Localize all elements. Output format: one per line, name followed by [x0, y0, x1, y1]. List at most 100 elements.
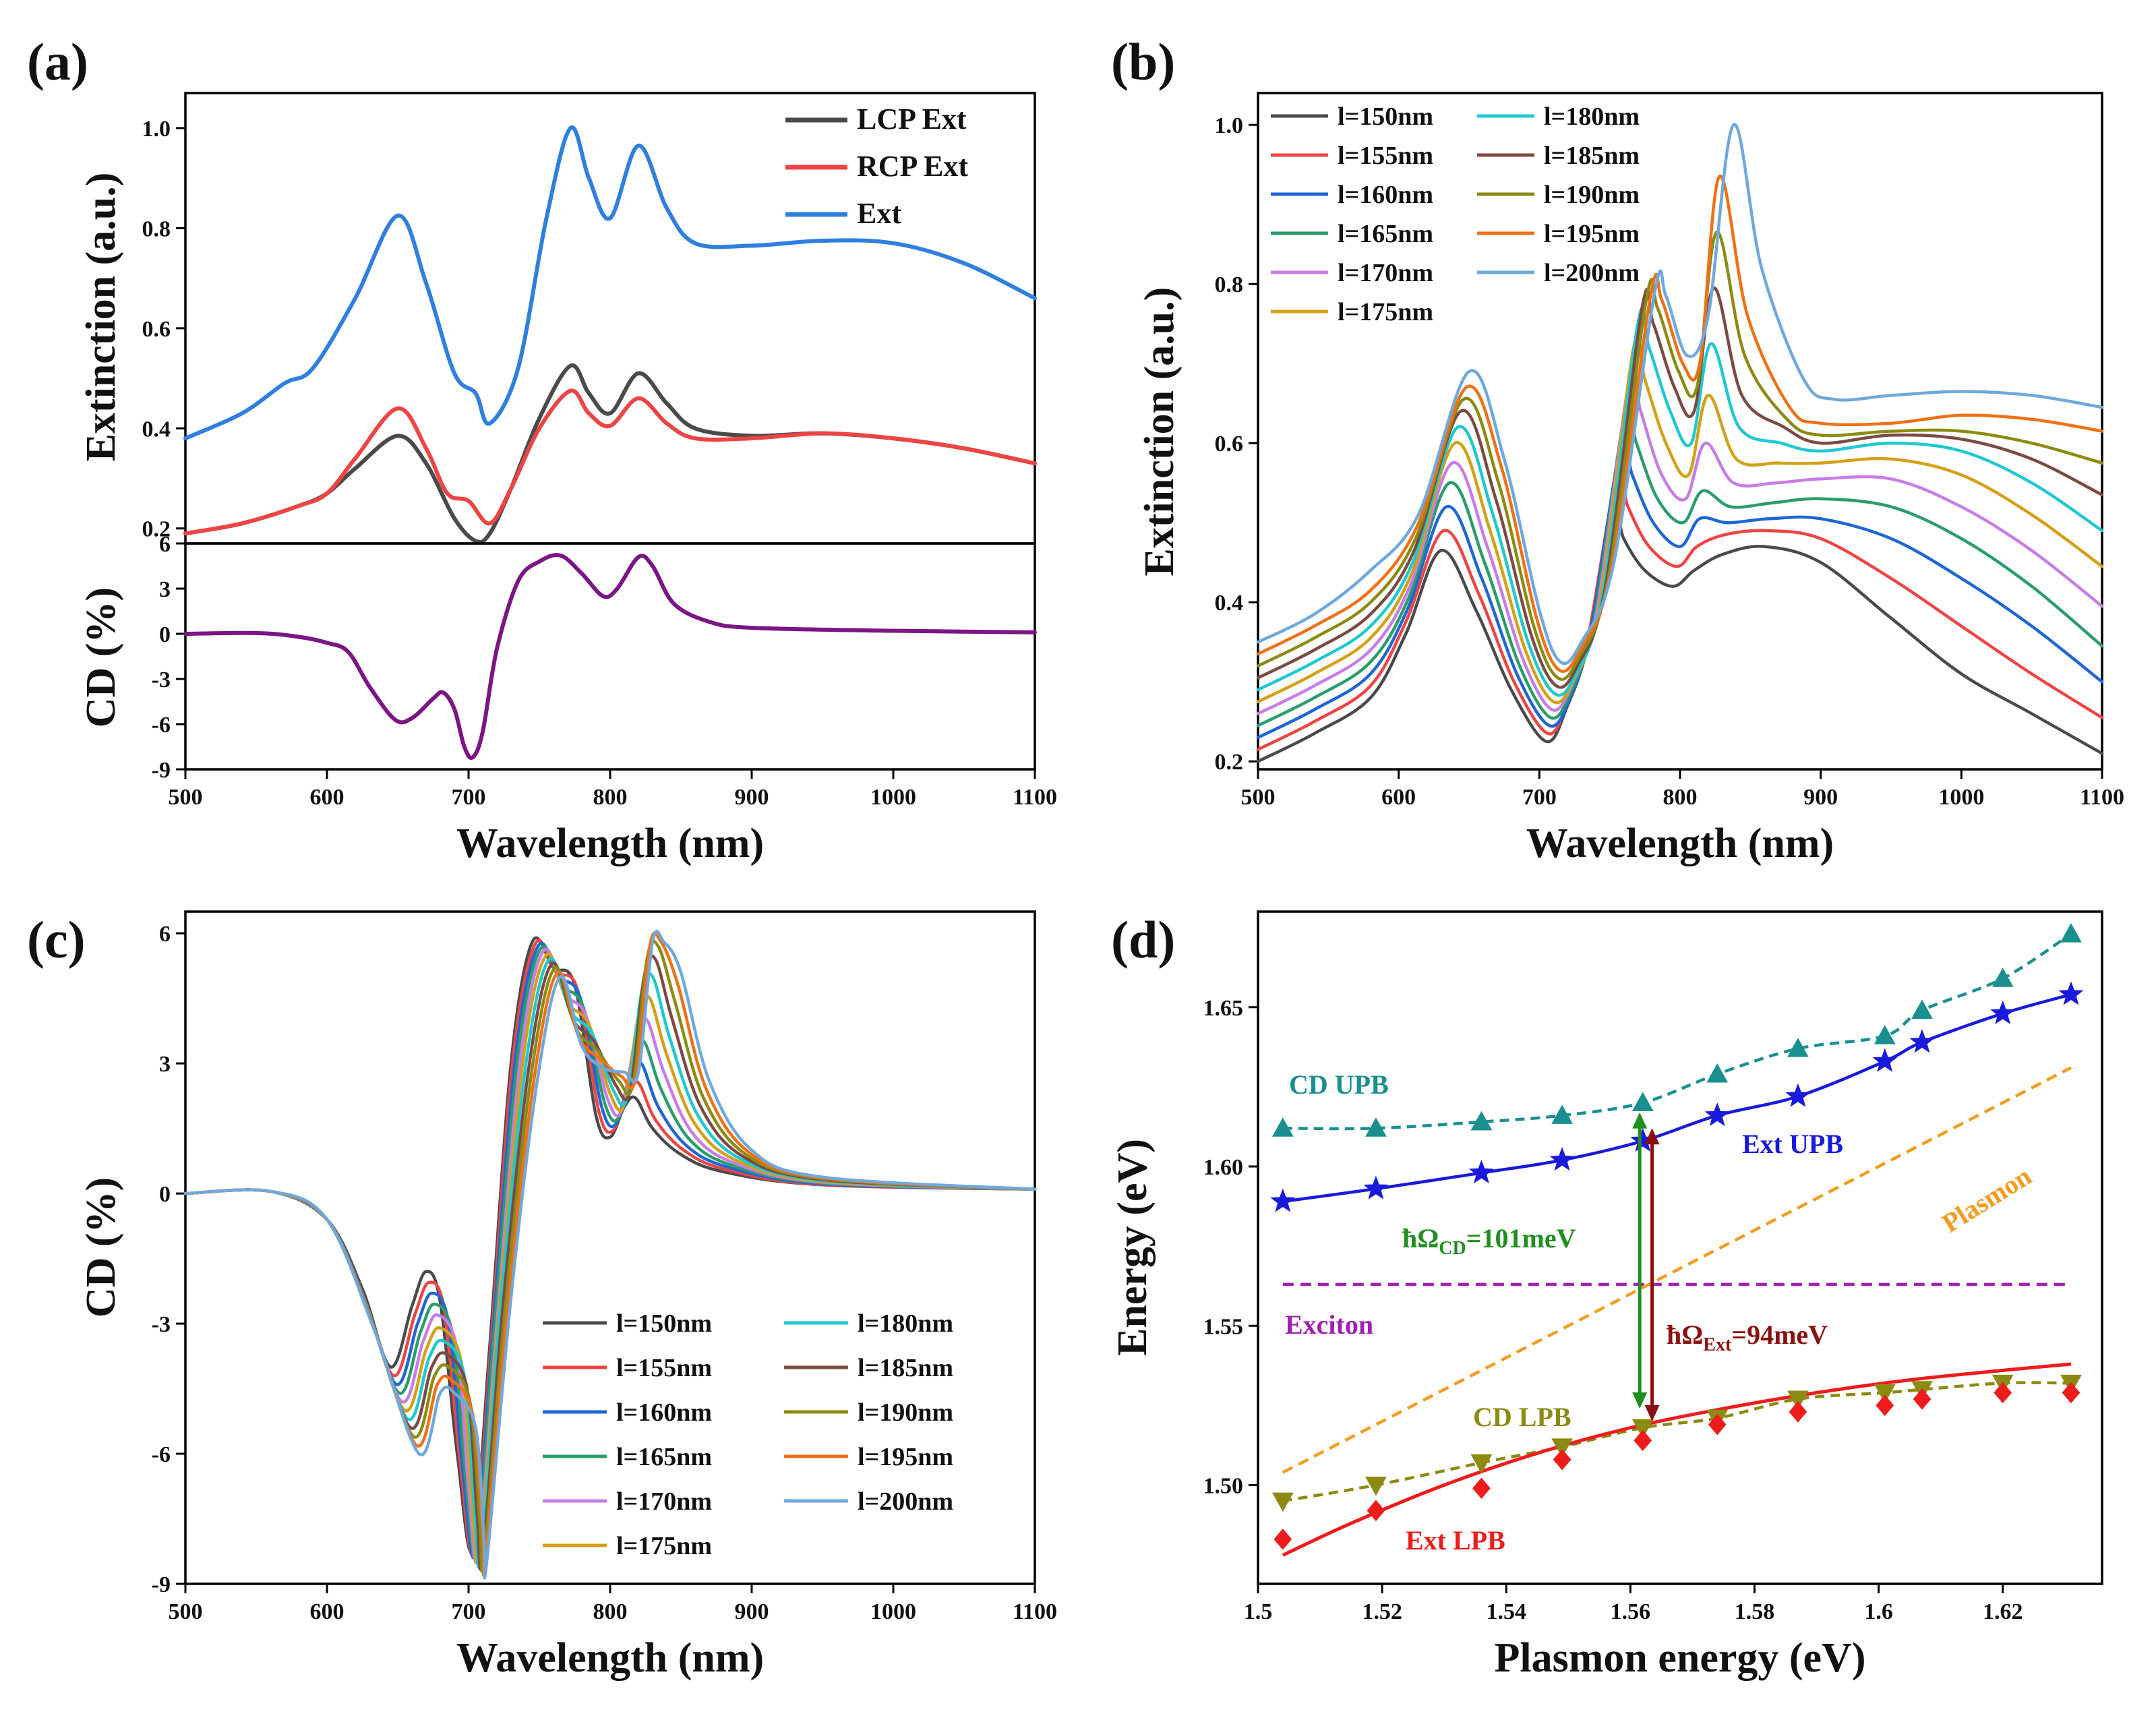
- x-tick-label: 1100: [2080, 785, 2124, 810]
- y-tick-label: 0.2: [142, 517, 171, 542]
- marker-ext-upb: [1990, 1000, 2016, 1024]
- x-tick-label: 1.58: [1735, 1599, 1775, 1624]
- legend-label: l=200nm: [858, 1487, 953, 1516]
- x-tick-label: 700: [1522, 785, 1557, 810]
- y-tick-label: 1.55: [1203, 1314, 1244, 1339]
- legend-label: l=160nm: [616, 1398, 712, 1427]
- marker-ext-lpb: [1274, 1529, 1292, 1550]
- x-axis-title: Wavelength (nm): [1526, 821, 1834, 866]
- x-tick-label: 800: [593, 1599, 628, 1624]
- legend: l=150nm l=155nm l=160nm l=165nm l=170nm l=175…: [543, 1309, 953, 1560]
- y-tick-label: 0.4: [142, 417, 171, 442]
- marker-cd-upb: [1365, 1117, 1387, 1137]
- marker-ext-lpb: [1367, 1500, 1385, 1522]
- legend-label: l=170nm: [1338, 259, 1433, 287]
- y-tick-label: 1.60: [1203, 1155, 1244, 1180]
- legend-label: l=155nm: [616, 1354, 712, 1382]
- x-tick-label: 1.56: [1611, 1599, 1651, 1624]
- y-tick-label: 0: [159, 622, 171, 647]
- legend-label: l=155nm: [1338, 142, 1433, 170]
- rabi-cd-arrow-head-up: [1632, 1112, 1648, 1129]
- x-tick-label: 1000: [870, 1599, 916, 1624]
- legend-label: l=180nm: [858, 1309, 953, 1338]
- marker-ext-upb: [1909, 1029, 1935, 1053]
- marker-cd-lpb: [1787, 1390, 1809, 1410]
- marker-cd-lpb: [1365, 1477, 1387, 1496]
- panel-c-cd: 500 600 700 800 900 1000 1100 -9 -6 -3 0 3 6 Waveleng…: [78, 910, 1057, 1681]
- marker-ext-lpb: [2062, 1382, 2080, 1404]
- label-rabi-cd-value: =101meV: [1466, 1223, 1576, 1253]
- x-tick-label: 500: [169, 785, 203, 810]
- label-rabi-ext: ħΩExt=94meV: [1667, 1320, 1828, 1355]
- rabi-ext-arrow-head-up: [1644, 1128, 1660, 1145]
- series-l-185nm-line: [1256, 286, 2104, 689]
- x-tick-label: 1000: [1938, 785, 1984, 810]
- label-exciton: Exciton: [1285, 1309, 1373, 1340]
- legend-label: l=175nm: [616, 1532, 712, 1560]
- panel-d-energy: 1.5 1.52 1.54 1.56 1.58 1.6 1.62 1.50 1.55 1.60 1.…: [1110, 910, 2103, 1681]
- legend-label: l=175nm: [1338, 298, 1433, 326]
- series-l-170nm-line: [183, 947, 1037, 1564]
- y-tick-label: 1.0: [142, 117, 171, 142]
- legend: LCP Ext RCP Ext Ext: [785, 102, 968, 230]
- x-tick-label: 600: [1381, 785, 1416, 810]
- marker-cd-upb: [1706, 1063, 1729, 1083]
- marker-cd-lpb: [1631, 1419, 1654, 1439]
- y-tick-label: -6: [152, 1442, 171, 1467]
- marker-cd-upb: [1470, 1111, 1493, 1131]
- x-tick-label: 500: [169, 1599, 203, 1624]
- marker-ext-lpb: [1634, 1429, 1652, 1452]
- marker-ext-upb: [1704, 1102, 1730, 1127]
- series-l-200nm-line: [183, 929, 1037, 1580]
- label-rabi-ext-value: =94meV: [1731, 1320, 1828, 1350]
- marker-cd-upb: [1992, 968, 2014, 987]
- marker-ext-upb: [1363, 1175, 1389, 1200]
- series-l-175nm-line: [1256, 333, 2104, 705]
- x-tick-label: 1.6: [1864, 1599, 1893, 1624]
- marker-ext-lpb: [1876, 1394, 1894, 1417]
- series-l-190nm-line: [183, 939, 1037, 1573]
- x-tick-label: 1100: [1013, 1599, 1057, 1624]
- marker-ext-lpb: [1913, 1388, 1932, 1410]
- legend-label: l=195nm: [858, 1443, 953, 1471]
- y-tick-label: -6: [152, 713, 171, 738]
- series-l-200nm-line: [1256, 123, 2104, 665]
- y-axis-title: Extinction (a.u.): [78, 173, 124, 462]
- label-rabi-cd-symbol: ħΩ: [1402, 1223, 1439, 1253]
- x-tick-label: 1.52: [1362, 1599, 1402, 1624]
- legend-label: Ext: [857, 197, 901, 230]
- marker-ext-upb: [2058, 981, 2084, 1005]
- legend-label: l=180nm: [1544, 102, 1640, 131]
- marker-ext-upb: [1872, 1048, 1898, 1072]
- marker-ext-lpb: [1994, 1382, 2012, 1404]
- marker-cd-upb: [1631, 1092, 1654, 1112]
- series-l-195nm-line: [1256, 175, 2104, 673]
- series-ext-lpb-fit-line: [1282, 1362, 2072, 1557]
- x-tick-label: 1.5: [1244, 1599, 1273, 1624]
- x-tick-label: 900: [735, 1599, 769, 1624]
- series-ext-upb-line: [1282, 993, 2072, 1204]
- x-tick-label: 800: [1663, 785, 1698, 810]
- legend-label: RCP Ext: [857, 150, 968, 183]
- label-rabi-cd: ħΩCD=101meV: [1402, 1223, 1576, 1259]
- marker-ext-lpb: [1553, 1448, 1571, 1471]
- y-tick-label: 0.8: [142, 216, 171, 241]
- marker-ext-upb: [1785, 1083, 1811, 1107]
- y-tick-label: 6: [159, 532, 171, 557]
- series-cd-line: [183, 553, 1037, 761]
- legend-label: LCP Ext: [857, 102, 967, 136]
- series-l-165nm-line: [183, 945, 1037, 1561]
- y-tick-label: 0.4: [1215, 591, 1244, 616]
- y-axis-title: CD (%): [78, 1177, 124, 1318]
- panel-label-c: (c): [27, 910, 86, 969]
- marker-cd-upb: [1911, 999, 1933, 1019]
- panel-b-extinction: 500 600 700 800 900 1000 1100 0.2 0.4 0.6 0.8 1.0 Wa…: [1137, 92, 2124, 866]
- series-l-195nm-line: [183, 931, 1037, 1577]
- x-axis-title: Plasmon energy (eV): [1495, 1635, 1866, 1681]
- y-axis-title: Energy (eV): [1110, 1139, 1156, 1356]
- label-rabi-ext-symbol: ħΩ: [1667, 1320, 1703, 1350]
- y-tick-label: 0: [159, 1182, 171, 1207]
- panel-label-b: (b): [1111, 32, 1175, 91]
- marker-cd-upb: [1271, 1117, 1294, 1137]
- series-rcp-ext-line: [183, 388, 1037, 536]
